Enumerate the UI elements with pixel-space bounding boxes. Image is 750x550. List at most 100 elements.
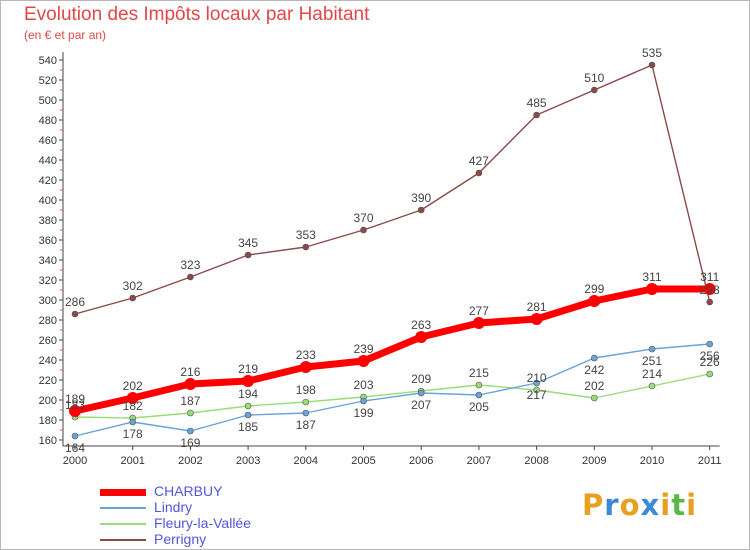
x-tick-label: 2000 [63, 455, 87, 467]
data-point-perrigny [475, 169, 483, 177]
y-tick-label: 340 [39, 255, 57, 267]
data-label-lindry: 178 [123, 427, 143, 441]
x-tick-label: 2011 [698, 455, 722, 467]
data-label-perrigny: 370 [353, 211, 373, 225]
legend-item-fleury-la-vall-e: Fleury-la-Vallée [100, 515, 251, 531]
brand-letter: x [640, 488, 661, 522]
brand-letter: t [671, 488, 687, 522]
data-label-fleury-la-vall-e: 214 [642, 367, 662, 381]
data-label-perrigny: 353 [296, 228, 316, 242]
y-tick-label: 220 [39, 375, 57, 387]
data-label-lindry: 242 [584, 363, 604, 377]
brand-letter: r [604, 488, 620, 522]
data-label-charbuy: 239 [353, 342, 373, 356]
legend-swatch [100, 507, 146, 510]
data-label-lindry: 207 [411, 398, 431, 412]
legend-label: Lindry [154, 499, 193, 515]
data-label-lindry: 199 [353, 406, 373, 420]
data-label-lindry: 205 [469, 400, 489, 414]
data-point-charbuy [472, 317, 485, 329]
series-line-lindry [74, 343, 710, 437]
data-point-perrigny [706, 298, 714, 306]
data-label-fleury-la-vall-e: 187 [180, 394, 200, 408]
series-line-fleury-la-vall-e [74, 373, 710, 419]
data-point-charbuy [184, 378, 197, 390]
data-point-lindry [302, 409, 310, 417]
data-label-fleury-la-vall-e: 194 [238, 387, 258, 401]
data-point-fleury-la-vall-e [533, 386, 540, 394]
data-label-charbuy: 216 [180, 365, 200, 379]
data-point-fleury-la-vall-e [244, 402, 252, 410]
data-label-perrigny: 286 [65, 295, 85, 309]
brand-letter: i [660, 488, 672, 522]
data-point-charbuy [415, 331, 428, 343]
data-point-fleury-la-vall-e [706, 370, 714, 378]
legend-item-perrigny: Perrigny [100, 531, 251, 547]
chart-title: Evolution des Impôts locaux par Habitant [24, 4, 370, 25]
legend-swatch [100, 488, 146, 496]
y-tick-label: 200 [39, 395, 57, 407]
y-tick-label: 300 [39, 295, 57, 307]
legend-label: CHARBUY [154, 483, 223, 499]
chart-subtitle: (en € et par an) [24, 28, 107, 42]
data-label-charbuy: 281 [527, 300, 547, 314]
y-tick-label: 380 [39, 215, 57, 227]
data-point-perrigny [71, 310, 79, 318]
y-tick-label: 540 [39, 55, 57, 67]
data-label-lindry: 187 [296, 418, 316, 432]
data-point-lindry [187, 427, 194, 435]
x-tick-label: 2009 [582, 455, 606, 467]
data-point-perrigny [302, 243, 310, 251]
x-tick-label: 2003 [236, 455, 260, 467]
data-label-lindry: 169 [180, 436, 200, 450]
brand-letter: i [686, 488, 698, 522]
y-tick-label: 400 [39, 195, 57, 207]
data-label-perrigny: 510 [584, 71, 604, 85]
data-point-charbuy [126, 392, 139, 404]
legend: CHARBUY Lindry Fleury-la-Vallée Perrigny [100, 483, 251, 547]
x-tick-label: 2006 [409, 455, 433, 467]
legend-item-charbuy: CHARBUY [100, 483, 251, 499]
y-tick-label: 260 [39, 335, 57, 347]
y-tick-label: 500 [39, 95, 57, 107]
data-label-lindry: 185 [238, 420, 258, 434]
data-point-charbuy [530, 313, 543, 325]
x-tick-label: 2005 [351, 455, 375, 467]
legend-swatch [100, 523, 146, 526]
data-label-perrigny: 323 [180, 258, 200, 272]
data-point-lindry [706, 340, 714, 348]
data-point-charbuy [646, 283, 658, 295]
data-label-charbuy: 202 [123, 379, 143, 393]
x-tick-label: 2007 [467, 455, 491, 467]
data-label-charbuy: 277 [469, 304, 489, 318]
data-label-charbuy: 219 [238, 362, 258, 376]
data-label-perrigny: 302 [123, 279, 143, 293]
data-point-perrigny [187, 273, 194, 281]
y-tick-label: 520 [39, 75, 57, 87]
data-label-lindry: 217 [527, 388, 547, 402]
y-tick-label: 320 [39, 275, 57, 287]
data-label-perrigny: 535 [642, 46, 662, 60]
data-label-fleury-la-vall-e: 202 [584, 379, 604, 393]
data-point-lindry [417, 389, 425, 397]
data-point-lindry [244, 411, 252, 419]
x-tick-label: 2002 [178, 455, 202, 467]
data-point-charbuy [299, 361, 312, 373]
data-label-fleury-la-vall-e: 210 [527, 371, 547, 385]
data-label-fleury-la-vall-e: 198 [296, 383, 316, 397]
data-point-fleury-la-vall-e [648, 382, 656, 390]
data-point-fleury-la-vall-e [302, 398, 310, 406]
y-tick-label: 180 [39, 415, 57, 427]
data-point-perrigny [648, 61, 656, 69]
data-label-perrigny: 390 [411, 191, 431, 205]
data-point-lindry [71, 432, 79, 440]
brand-letter: o [619, 488, 641, 522]
data-point-perrigny [533, 111, 540, 119]
data-point-charbuy [242, 375, 255, 387]
data-point-perrigny [417, 206, 425, 214]
y-tick-label: 420 [39, 175, 57, 187]
y-tick-label: 440 [39, 155, 57, 167]
data-point-lindry [533, 379, 540, 387]
data-point-charbuy [357, 355, 370, 367]
